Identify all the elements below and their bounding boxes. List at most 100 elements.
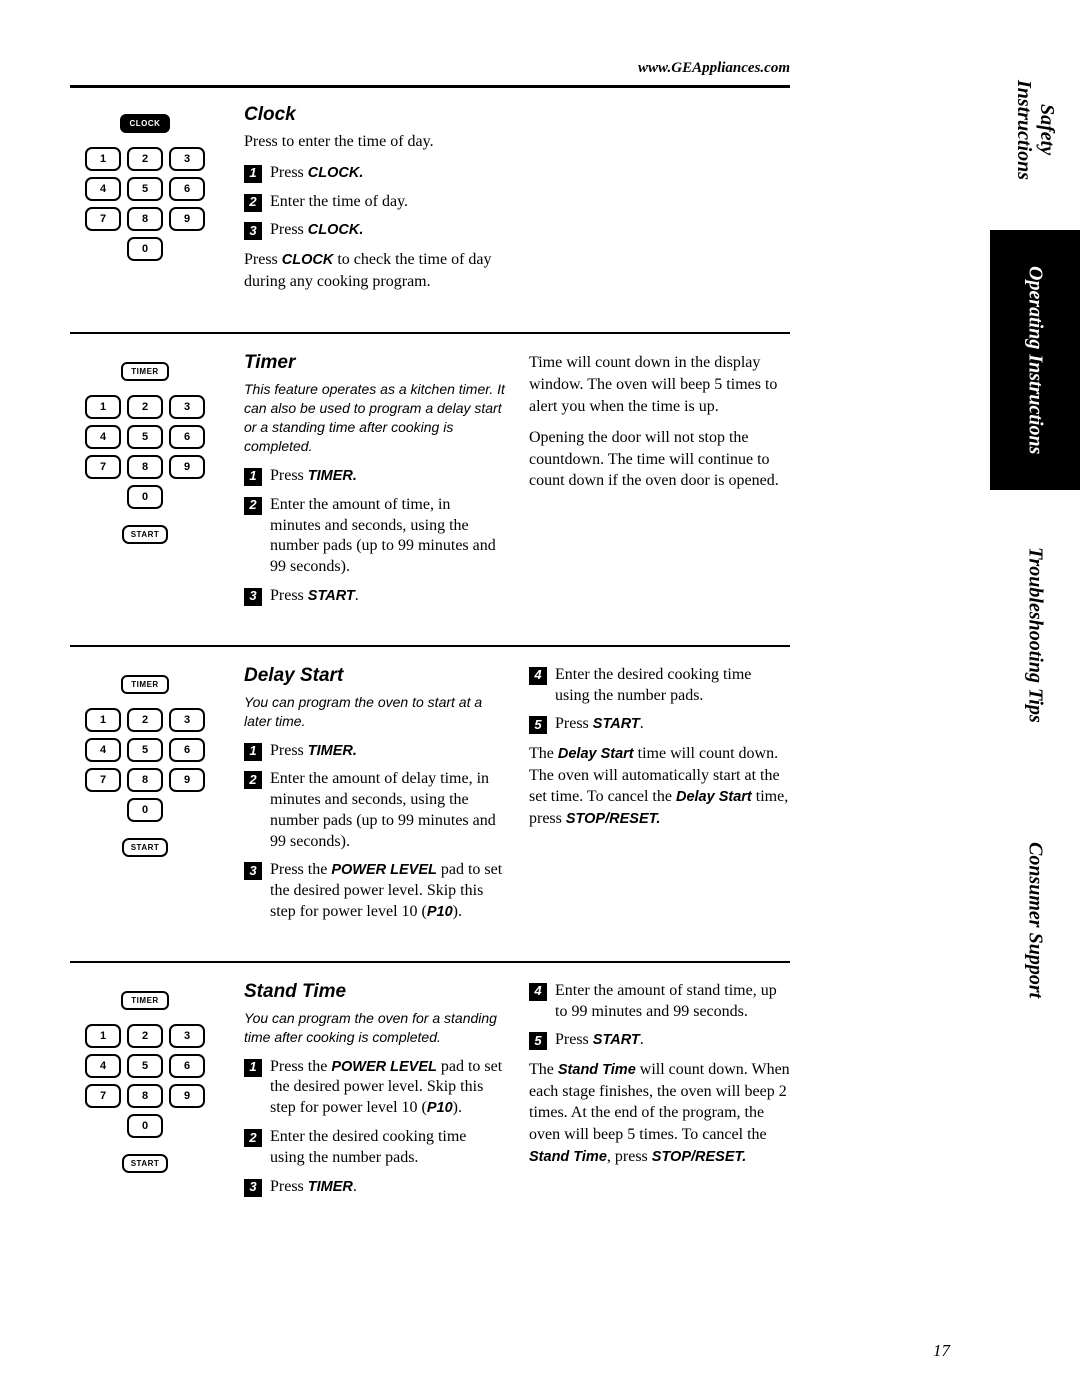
key-5: 5 xyxy=(127,1054,163,1078)
step-num-icon: 1 xyxy=(244,1059,262,1077)
step-num-icon: 2 xyxy=(244,1129,262,1147)
key-4: 4 xyxy=(85,738,121,762)
tab-operating: Operating Instructions xyxy=(990,230,1080,490)
delay-step-3: 3Press the POWER LEVEL pad to set the de… xyxy=(244,860,505,922)
timer-title: Timer xyxy=(244,352,505,374)
step-num-icon: 1 xyxy=(244,468,262,486)
step-num-icon: 5 xyxy=(529,1032,547,1050)
timer-step-1: 1Press TIMER. xyxy=(244,466,505,487)
key-4: 4 xyxy=(85,425,121,449)
section-stand: TIMER 1 2 3 4 5 6 7 8 9 0 START Stand Ti… xyxy=(70,981,790,1206)
tab-consumer: Consumer Support xyxy=(990,780,1080,1060)
step-num-icon: 3 xyxy=(244,862,262,880)
delay-step-2: 2Enter the amount of delay time, in minu… xyxy=(244,769,505,852)
keypad-stand: TIMER 1 2 3 4 5 6 7 8 9 0 START xyxy=(70,981,220,1206)
key-5: 5 xyxy=(127,738,163,762)
delay-step-4: 4Enter the desired cooking time using th… xyxy=(529,665,790,707)
key-3: 3 xyxy=(169,147,205,171)
divider xyxy=(70,645,790,647)
step-num-icon: 4 xyxy=(529,983,547,1001)
key-2: 2 xyxy=(127,1024,163,1048)
stand-right: The Stand Time will count down. When eac… xyxy=(529,1059,790,1167)
timer-right-2: Opening the door will not stop the count… xyxy=(529,427,790,492)
key-2: 2 xyxy=(127,708,163,732)
key-5: 5 xyxy=(127,425,163,449)
step-num-icon: 3 xyxy=(244,588,262,606)
delay-title: Delay Start xyxy=(244,665,505,687)
key-8: 8 xyxy=(127,1084,163,1108)
stand-step-4: 4Enter the amount of stand time, up to 9… xyxy=(529,981,790,1023)
key-0: 0 xyxy=(127,798,163,822)
key-1: 1 xyxy=(85,147,121,171)
step-num-icon: 1 xyxy=(244,743,262,761)
step-num-icon: 2 xyxy=(244,194,262,212)
key-2: 2 xyxy=(127,395,163,419)
keypad-grid: 1 2 3 4 5 6 7 8 9 0 xyxy=(85,395,205,509)
step-num-icon: 5 xyxy=(529,716,547,734)
key-1: 1 xyxy=(85,1024,121,1048)
timer-label-button: TIMER xyxy=(121,675,168,694)
step-num-icon: 2 xyxy=(244,497,262,515)
stand-step-2: 2Enter the desired cooking time using th… xyxy=(244,1127,505,1169)
key-3: 3 xyxy=(169,1024,205,1048)
key-7: 7 xyxy=(85,455,121,479)
side-tabs: Safety Instructions Operating Instructio… xyxy=(990,30,1080,1060)
start-label-button: START xyxy=(122,1154,169,1173)
stand-step-5: 5Press START. xyxy=(529,1030,790,1051)
delay-right: The Delay Start time will count down. Th… xyxy=(529,743,790,829)
top-rule xyxy=(70,85,790,88)
divider xyxy=(70,332,790,334)
step-num-icon: 2 xyxy=(244,771,262,789)
key-8: 8 xyxy=(127,207,163,231)
keypad-clock: CLOCK 1 2 3 4 5 6 7 8 9 0 xyxy=(70,104,220,302)
delay-step-5: 5Press START. xyxy=(529,714,790,735)
key-9: 9 xyxy=(169,1084,205,1108)
clock-step-1: 1Press CLOCK. xyxy=(244,163,505,184)
key-5: 5 xyxy=(127,177,163,201)
clock-title: Clock xyxy=(244,104,505,126)
key-9: 9 xyxy=(169,768,205,792)
keypad-grid: 1 2 3 4 5 6 7 8 9 0 xyxy=(85,708,205,822)
key-7: 7 xyxy=(85,207,121,231)
clock-lead: Press to enter the time of day. xyxy=(244,132,505,153)
key-8: 8 xyxy=(127,455,163,479)
delay-lead: You can program the oven to start at a l… xyxy=(244,693,505,731)
key-1: 1 xyxy=(85,395,121,419)
keypad-grid: 1 2 3 4 5 6 7 8 9 0 xyxy=(85,1024,205,1138)
timer-label-button: TIMER xyxy=(121,362,168,381)
key-6: 6 xyxy=(169,425,205,449)
delay-step-1: 1Press TIMER. xyxy=(244,741,505,762)
step-num-icon: 1 xyxy=(244,165,262,183)
step-num-icon: 4 xyxy=(529,667,547,685)
keypad-delay: TIMER 1 2 3 4 5 6 7 8 9 0 START xyxy=(70,665,220,931)
key-3: 3 xyxy=(169,395,205,419)
key-0: 0 xyxy=(127,1114,163,1138)
key-6: 6 xyxy=(169,177,205,201)
start-label-button: START xyxy=(122,838,169,857)
clock-step-3: 3Press CLOCK. xyxy=(244,220,505,241)
start-label-button: START xyxy=(122,525,169,544)
key-3: 3 xyxy=(169,708,205,732)
clock-step-2: 2Enter the time of day. xyxy=(244,192,505,213)
key-6: 6 xyxy=(169,1054,205,1078)
key-8: 8 xyxy=(127,768,163,792)
section-clock: CLOCK 1 2 3 4 5 6 7 8 9 0 Clock Press to… xyxy=(70,104,790,302)
key-7: 7 xyxy=(85,768,121,792)
divider xyxy=(70,961,790,963)
key-7: 7 xyxy=(85,1084,121,1108)
key-0: 0 xyxy=(127,237,163,261)
timer-label-button: TIMER xyxy=(121,991,168,1010)
step-num-icon: 3 xyxy=(244,1179,262,1197)
keypad-grid: 1 2 3 4 5 6 7 8 9 0 xyxy=(85,147,205,261)
key-0: 0 xyxy=(127,485,163,509)
page-number: 17 xyxy=(933,1341,950,1361)
section-timer: TIMER 1 2 3 4 5 6 7 8 9 0 START Timer Th… xyxy=(70,352,790,614)
clock-note: Press CLOCK to check the time of day dur… xyxy=(244,249,505,292)
key-2: 2 xyxy=(127,147,163,171)
clock-label-button: CLOCK xyxy=(120,114,171,133)
key-4: 4 xyxy=(85,177,121,201)
stand-step-3: 3Press TIMER. xyxy=(244,1177,505,1198)
key-6: 6 xyxy=(169,738,205,762)
key-1: 1 xyxy=(85,708,121,732)
tab-safety: Safety Instructions xyxy=(990,30,1080,230)
